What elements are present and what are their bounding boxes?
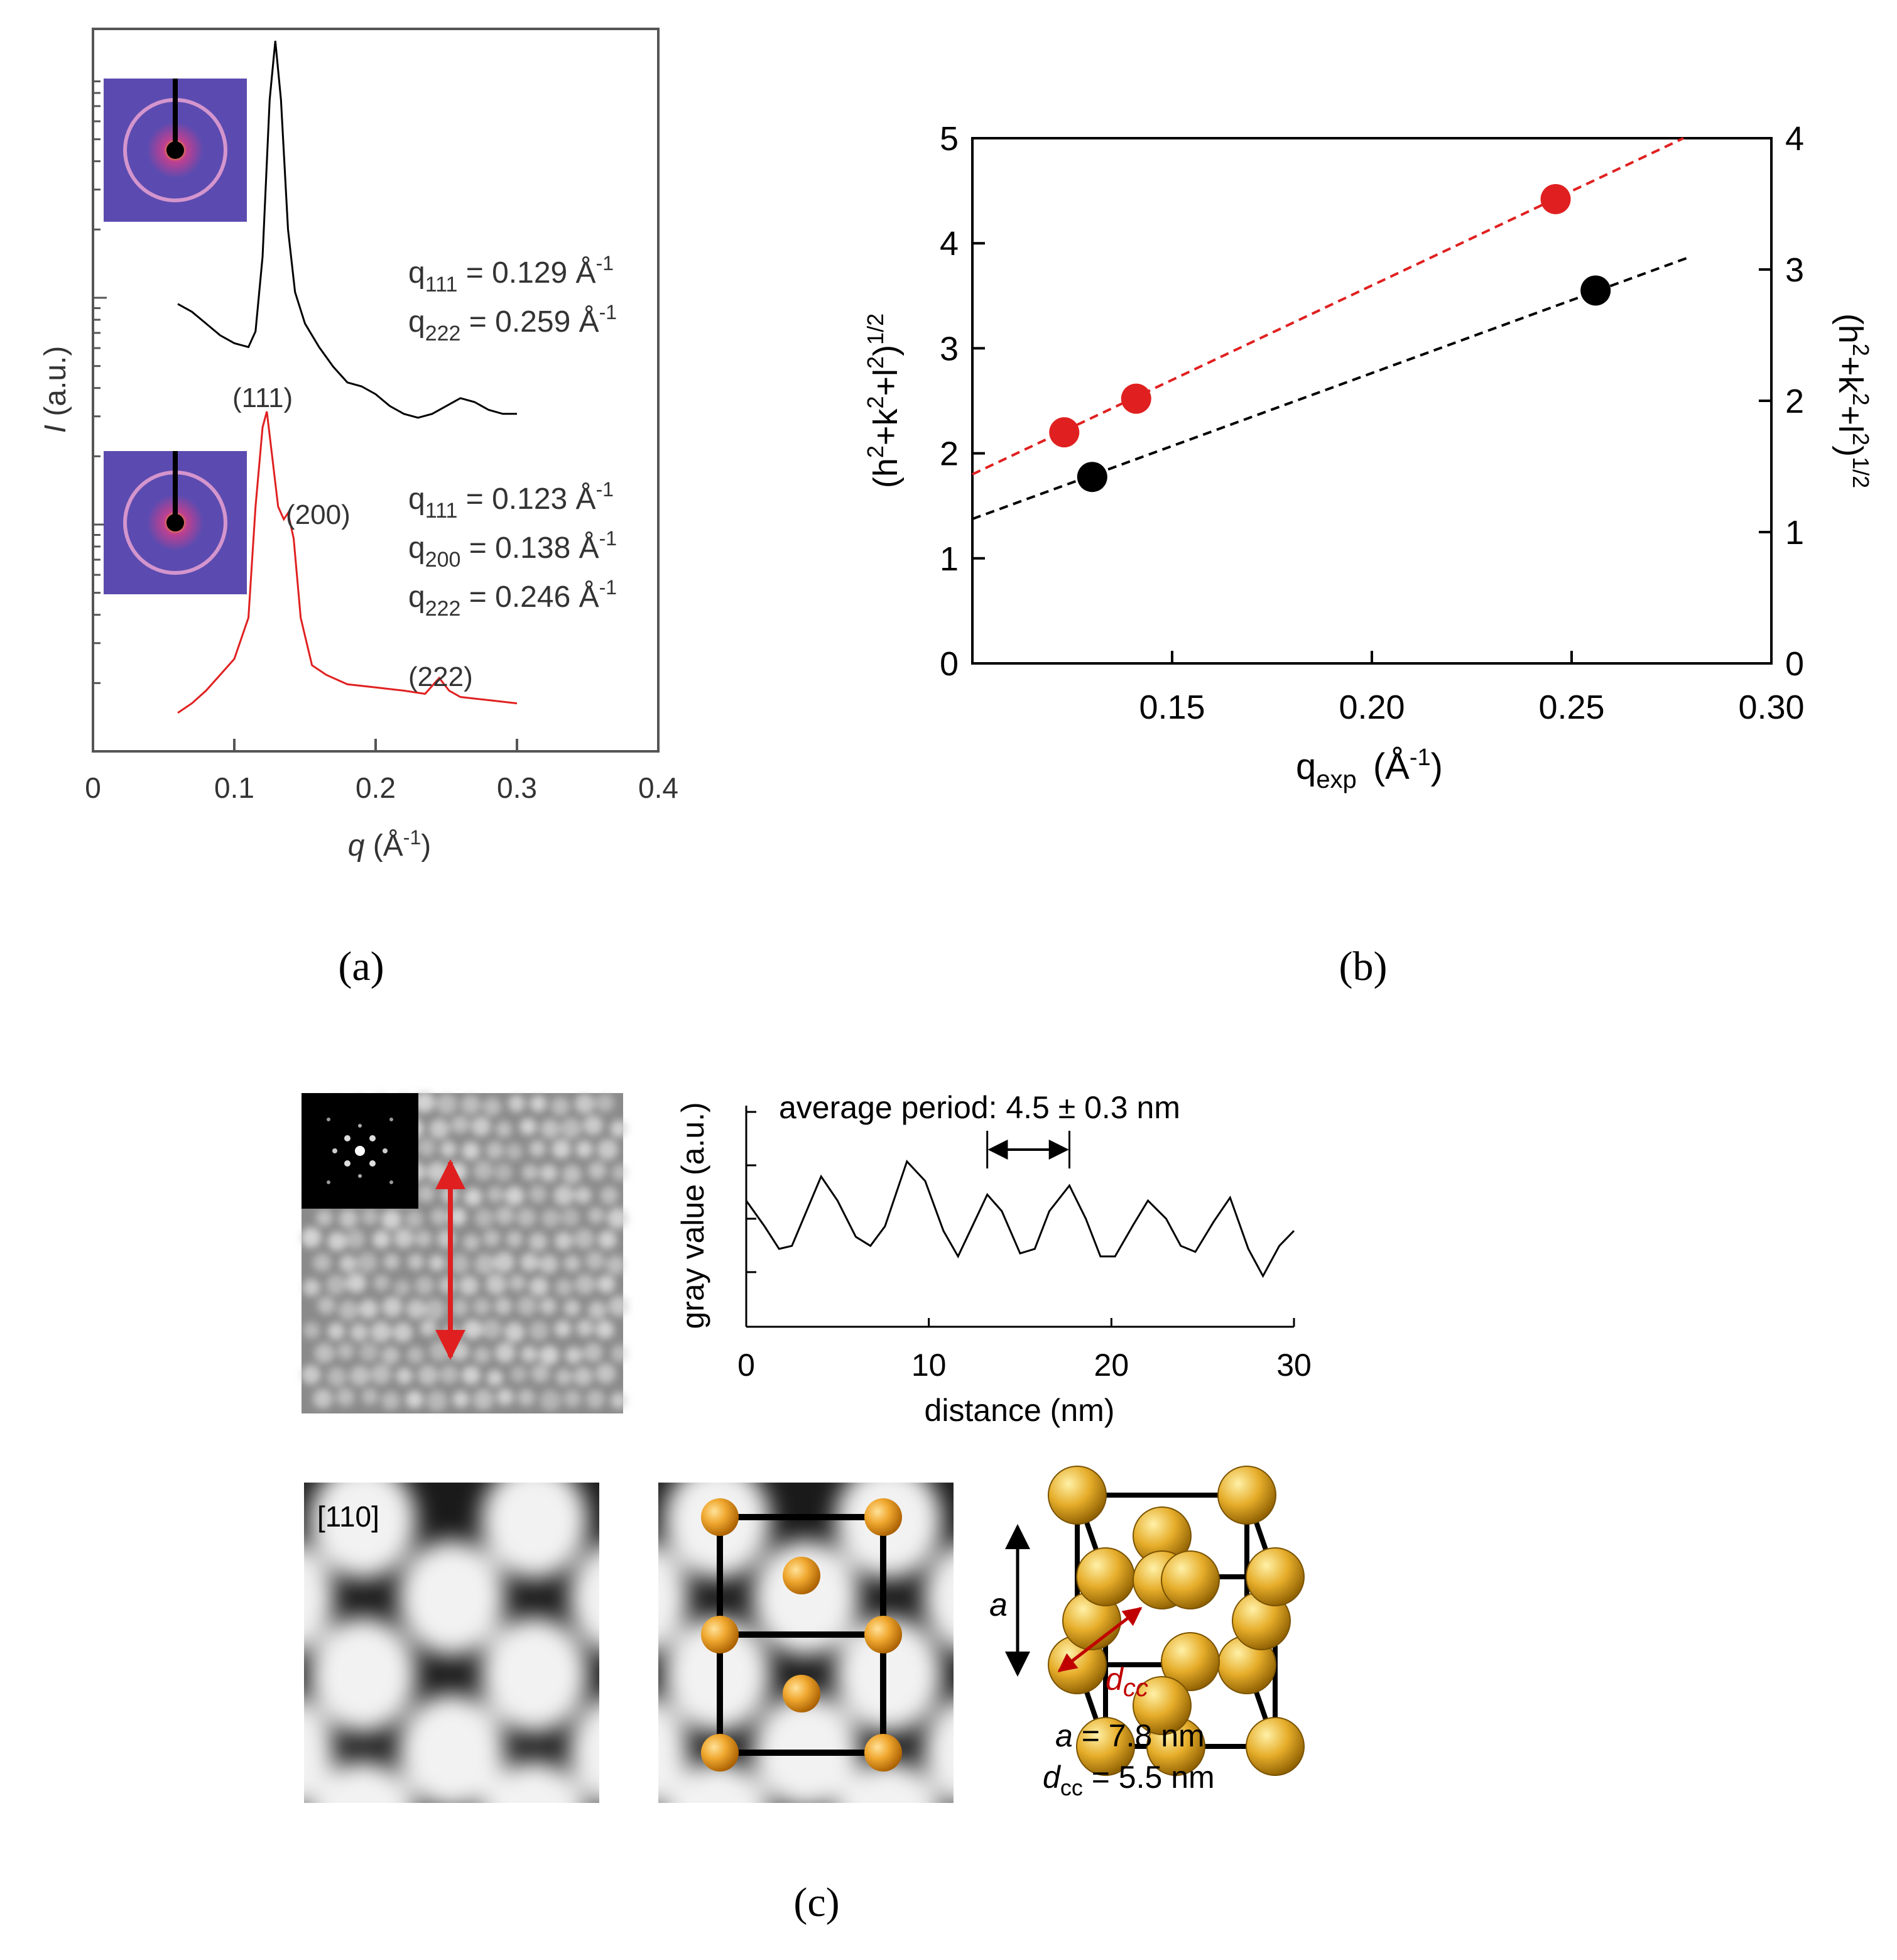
x-tick-label-a: 0.2 bbox=[356, 771, 396, 804]
y-tick-label-b-left: 5 bbox=[940, 120, 959, 158]
fcc-unit-cell-3d: a dcc a = 7.8 nm dcc = 5.5 nm bbox=[989, 1466, 1305, 1800]
x-axis-label-b: qexp (Å-1) bbox=[1296, 744, 1443, 793]
y-tick-label-b-left: 1 bbox=[940, 540, 959, 578]
x-tick-label-c: 10 bbox=[911, 1348, 947, 1383]
peak-label-111: (111) bbox=[232, 383, 293, 413]
x-axis-label-c: distance (nm) bbox=[925, 1393, 1115, 1428]
q-annotation: q111 = 0.129 Å-1 bbox=[408, 252, 614, 297]
panel-label-a: (a) bbox=[338, 944, 384, 989]
x-tick-label-b: 0.15 bbox=[1139, 689, 1205, 726]
plot-frame-b bbox=[971, 137, 1773, 665]
data-point-black bbox=[1077, 462, 1107, 493]
fft-inset bbox=[327, 1118, 393, 1184]
y-tick-label-b-right: 0 bbox=[1785, 645, 1804, 683]
fit-line-black bbox=[972, 255, 1692, 520]
series-line-lower bbox=[177, 411, 518, 714]
y-tick-label-b-left: 4 bbox=[940, 225, 959, 263]
y-axis-label-b-left: (h2+k2+l2)1/2 bbox=[862, 313, 905, 488]
x-tick-label-a: 0.3 bbox=[497, 771, 537, 804]
y-tick-label-b-left: 0 bbox=[940, 645, 959, 683]
saxs-inset-lower bbox=[104, 451, 247, 594]
x-tick-label-c: 30 bbox=[1276, 1348, 1312, 1383]
fit-line-red bbox=[972, 137, 1684, 476]
q-annotation: q111 = 0.123 Å-1 bbox=[408, 478, 614, 523]
y-axis-label-c: gray value (a.u.) bbox=[675, 1102, 710, 1329]
x-tick-label-b: 0.30 bbox=[1738, 689, 1804, 726]
q-annotation: q222 = 0.259 Å-1 bbox=[408, 301, 617, 346]
q-annotation: q200 = 0.138 Å-1 bbox=[408, 527, 617, 572]
peak-label-222: (222) bbox=[408, 662, 473, 692]
simulated-projection: [110] bbox=[304, 1483, 599, 1803]
x-tick-label-a: 0.1 bbox=[214, 771, 254, 804]
y-tick-label-b-left: 2 bbox=[940, 435, 959, 473]
chart-a: 0 0.1 0.2 0.3 0.4 (111) (200) (222) q111 = 0… bbox=[39, 28, 678, 863]
data-point-red bbox=[1121, 383, 1151, 414]
x-tick-label-a: 0 bbox=[85, 771, 101, 804]
series-a bbox=[177, 40, 518, 714]
period-annotation: average period: 4.5 ± 0.3 nm bbox=[779, 1090, 1180, 1125]
x-axis-a: 0 0.1 0.2 0.3 0.4 bbox=[85, 739, 678, 804]
y-axis-label-b-right: (h2+k2+l2)1/2 bbox=[1832, 313, 1874, 488]
y-axis-label-a: I (a.u.) bbox=[39, 346, 72, 433]
data-point-red bbox=[1540, 183, 1571, 214]
y-tick-label-b-right: 3 bbox=[1785, 251, 1804, 289]
x-axis-label-a: q (Å-1) bbox=[348, 826, 431, 863]
series-line-upper bbox=[177, 40, 517, 419]
lattice-balls bbox=[701, 1498, 902, 1772]
x-tick-label-b: 0.20 bbox=[1339, 689, 1405, 726]
data-point-red bbox=[1049, 417, 1080, 448]
lattice-a-symbol: a bbox=[989, 1587, 1008, 1623]
tem-image bbox=[300, 1091, 629, 1413]
lattice-constant-dcc: dcc = 5.5 nm bbox=[1043, 1760, 1215, 1800]
y-tick-label-b-right: 2 bbox=[1785, 383, 1804, 420]
chart-b: 0.15 0.20 0.25 0.30 0 1 2 3 4 5 0 1 2 3 4 qexp (Å-1) (h… bbox=[862, 120, 1874, 793]
series-b bbox=[972, 137, 1692, 520]
data-point-black bbox=[1580, 275, 1611, 306]
panel-label-b: (b) bbox=[1339, 944, 1388, 989]
x-tick-label-a: 0.4 bbox=[638, 771, 678, 804]
x-tick-label-c: 0 bbox=[737, 1348, 755, 1383]
lattice-constant-a: a = 7.8 nm bbox=[1055, 1718, 1205, 1753]
y-tick-label-b-right: 4 bbox=[1785, 120, 1804, 158]
saxs-inset-upper bbox=[104, 79, 247, 222]
x-tick-label-b: 0.25 bbox=[1538, 689, 1604, 726]
orientation-label: [110] bbox=[317, 1500, 379, 1533]
axes-b: 0.15 0.20 0.25 0.30 0 1 2 3 4 5 0 1 2 3 4 bbox=[940, 120, 1805, 726]
peak-label-200: (200) bbox=[286, 499, 351, 530]
y-tick-label-b-right: 1 bbox=[1785, 514, 1804, 552]
dcc-symbol: dcc bbox=[1106, 1662, 1148, 1702]
profile-line bbox=[745, 1159, 1295, 1278]
panel-label-c: (c) bbox=[793, 1880, 839, 1925]
chart-c: 0 10 20 30 average period: 4.5 ± 0.3 nm dis… bbox=[675, 1090, 1312, 1428]
y-tick-label-b-left: 3 bbox=[940, 330, 959, 368]
projection-unit-cell bbox=[658, 1483, 954, 1803]
q-annotation: q222 = 0.246 Å-1 bbox=[408, 576, 617, 621]
x-tick-label-c: 20 bbox=[1094, 1348, 1129, 1383]
dcc-arrow bbox=[1057, 1607, 1143, 1672]
